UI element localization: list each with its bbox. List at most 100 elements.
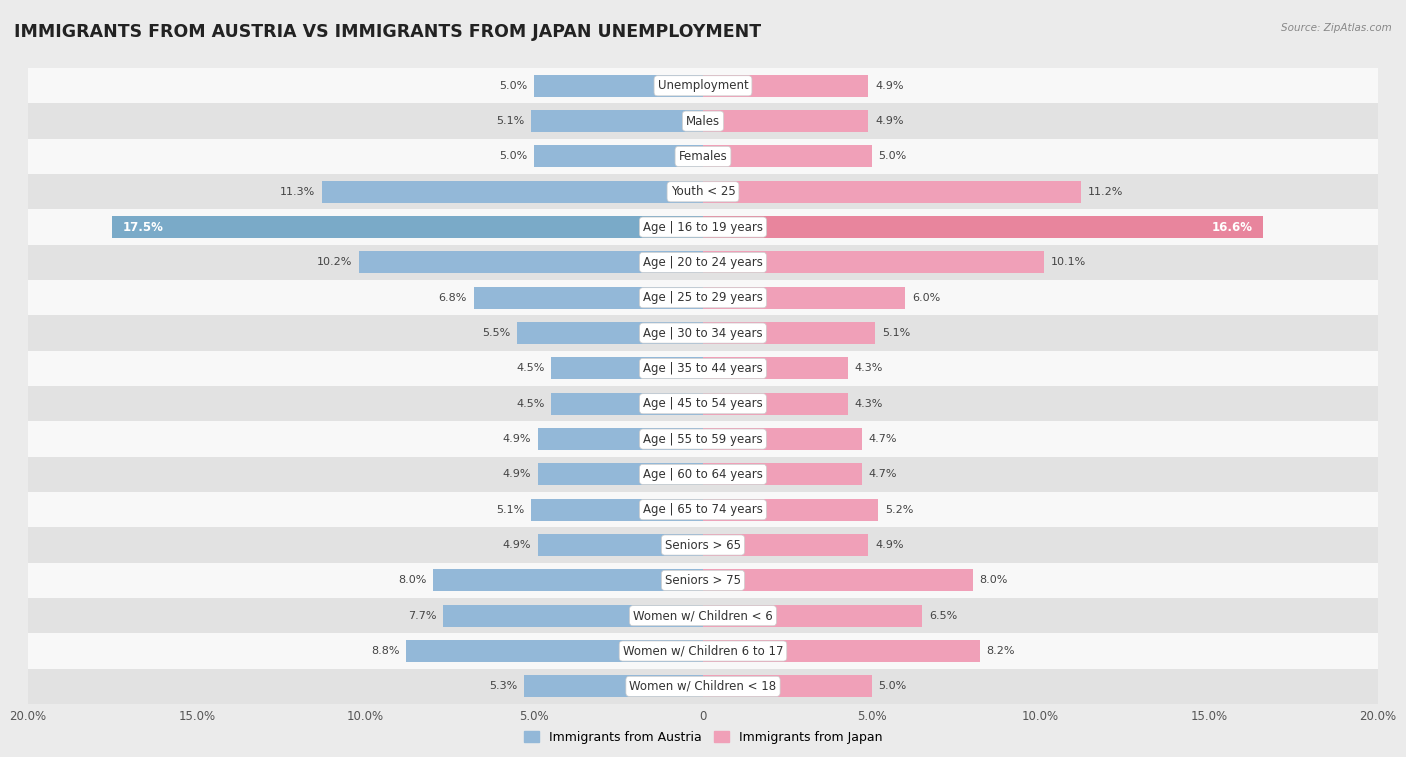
Bar bbox=[11, 386, 1395, 422]
Bar bbox=[551, 357, 703, 379]
Text: 4.5%: 4.5% bbox=[516, 399, 544, 409]
Bar bbox=[474, 287, 703, 309]
Text: 4.9%: 4.9% bbox=[502, 469, 531, 479]
Bar bbox=[11, 668, 1395, 704]
Bar bbox=[359, 251, 703, 273]
Bar bbox=[11, 68, 1395, 104]
Text: 4.3%: 4.3% bbox=[855, 399, 883, 409]
Text: Age | 60 to 64 years: Age | 60 to 64 years bbox=[643, 468, 763, 481]
Bar bbox=[11, 280, 1395, 316]
Bar bbox=[703, 675, 872, 697]
Bar bbox=[703, 251, 1043, 273]
Text: Age | 55 to 59 years: Age | 55 to 59 years bbox=[643, 432, 763, 446]
Text: Unemployment: Unemployment bbox=[658, 79, 748, 92]
Bar bbox=[11, 422, 1395, 456]
Text: 4.9%: 4.9% bbox=[875, 81, 904, 91]
Bar bbox=[703, 428, 862, 450]
Bar bbox=[703, 287, 905, 309]
Text: 8.2%: 8.2% bbox=[987, 646, 1015, 656]
Bar bbox=[537, 428, 703, 450]
Bar bbox=[703, 217, 1263, 238]
Bar bbox=[322, 181, 703, 203]
Bar bbox=[11, 492, 1395, 528]
Bar bbox=[537, 463, 703, 485]
Bar bbox=[443, 605, 703, 627]
Text: IMMIGRANTS FROM AUSTRIA VS IMMIGRANTS FROM JAPAN UNEMPLOYMENT: IMMIGRANTS FROM AUSTRIA VS IMMIGRANTS FR… bbox=[14, 23, 761, 41]
Bar bbox=[531, 111, 703, 132]
Bar bbox=[703, 145, 872, 167]
Text: Seniors > 65: Seniors > 65 bbox=[665, 538, 741, 552]
Text: 6.8%: 6.8% bbox=[439, 293, 467, 303]
Text: 5.0%: 5.0% bbox=[879, 151, 907, 161]
Text: 4.9%: 4.9% bbox=[502, 434, 531, 444]
Text: 5.2%: 5.2% bbox=[886, 505, 914, 515]
Text: 10.1%: 10.1% bbox=[1050, 257, 1085, 267]
Bar bbox=[537, 534, 703, 556]
Text: 4.7%: 4.7% bbox=[869, 434, 897, 444]
Text: 7.7%: 7.7% bbox=[408, 611, 436, 621]
Bar bbox=[11, 104, 1395, 139]
Text: 10.2%: 10.2% bbox=[316, 257, 352, 267]
Bar bbox=[703, 534, 869, 556]
Bar bbox=[551, 393, 703, 415]
Text: Age | 30 to 34 years: Age | 30 to 34 years bbox=[643, 326, 763, 340]
Text: 5.3%: 5.3% bbox=[489, 681, 517, 691]
Text: Age | 45 to 54 years: Age | 45 to 54 years bbox=[643, 397, 763, 410]
Text: Age | 35 to 44 years: Age | 35 to 44 years bbox=[643, 362, 763, 375]
Text: 4.9%: 4.9% bbox=[875, 116, 904, 126]
Bar bbox=[433, 569, 703, 591]
Legend: Immigrants from Austria, Immigrants from Japan: Immigrants from Austria, Immigrants from… bbox=[519, 726, 887, 749]
Text: Age | 16 to 19 years: Age | 16 to 19 years bbox=[643, 220, 763, 234]
Text: Women w/ Children < 18: Women w/ Children < 18 bbox=[630, 680, 776, 693]
Bar bbox=[112, 217, 703, 238]
Text: Youth < 25: Youth < 25 bbox=[671, 185, 735, 198]
Bar bbox=[524, 675, 703, 697]
Bar bbox=[11, 210, 1395, 245]
Bar bbox=[11, 350, 1395, 386]
Bar bbox=[703, 640, 980, 662]
Bar bbox=[534, 145, 703, 167]
Text: Source: ZipAtlas.com: Source: ZipAtlas.com bbox=[1281, 23, 1392, 33]
Bar bbox=[11, 456, 1395, 492]
Text: 5.1%: 5.1% bbox=[496, 505, 524, 515]
Bar bbox=[703, 322, 875, 344]
Text: 8.8%: 8.8% bbox=[371, 646, 399, 656]
Bar bbox=[531, 499, 703, 521]
Bar bbox=[11, 634, 1395, 668]
Text: 8.0%: 8.0% bbox=[398, 575, 426, 585]
Text: 5.0%: 5.0% bbox=[499, 151, 527, 161]
Text: Women w/ Children 6 to 17: Women w/ Children 6 to 17 bbox=[623, 644, 783, 658]
Bar bbox=[11, 598, 1395, 634]
Bar bbox=[11, 528, 1395, 562]
Bar bbox=[406, 640, 703, 662]
Bar bbox=[534, 75, 703, 97]
Text: Seniors > 75: Seniors > 75 bbox=[665, 574, 741, 587]
Text: Women w/ Children < 6: Women w/ Children < 6 bbox=[633, 609, 773, 622]
Bar bbox=[517, 322, 703, 344]
Text: Age | 25 to 29 years: Age | 25 to 29 years bbox=[643, 291, 763, 304]
Text: 5.1%: 5.1% bbox=[496, 116, 524, 126]
Bar bbox=[703, 499, 879, 521]
Text: 4.3%: 4.3% bbox=[855, 363, 883, 373]
Text: 5.0%: 5.0% bbox=[879, 681, 907, 691]
Bar bbox=[703, 75, 869, 97]
Text: 11.2%: 11.2% bbox=[1088, 187, 1123, 197]
Text: Age | 65 to 74 years: Age | 65 to 74 years bbox=[643, 503, 763, 516]
Text: 4.9%: 4.9% bbox=[502, 540, 531, 550]
Text: 6.0%: 6.0% bbox=[912, 293, 941, 303]
Text: 16.6%: 16.6% bbox=[1212, 220, 1253, 234]
Bar bbox=[703, 181, 1081, 203]
Text: 11.3%: 11.3% bbox=[280, 187, 315, 197]
Text: 4.7%: 4.7% bbox=[869, 469, 897, 479]
Bar bbox=[703, 605, 922, 627]
Bar bbox=[11, 562, 1395, 598]
Text: 5.5%: 5.5% bbox=[482, 328, 510, 338]
Bar bbox=[11, 139, 1395, 174]
Text: 5.0%: 5.0% bbox=[499, 81, 527, 91]
Bar bbox=[703, 569, 973, 591]
Text: Age | 20 to 24 years: Age | 20 to 24 years bbox=[643, 256, 763, 269]
Text: 6.5%: 6.5% bbox=[929, 611, 957, 621]
Text: 4.9%: 4.9% bbox=[875, 540, 904, 550]
Bar bbox=[703, 111, 869, 132]
Text: 8.0%: 8.0% bbox=[980, 575, 1008, 585]
